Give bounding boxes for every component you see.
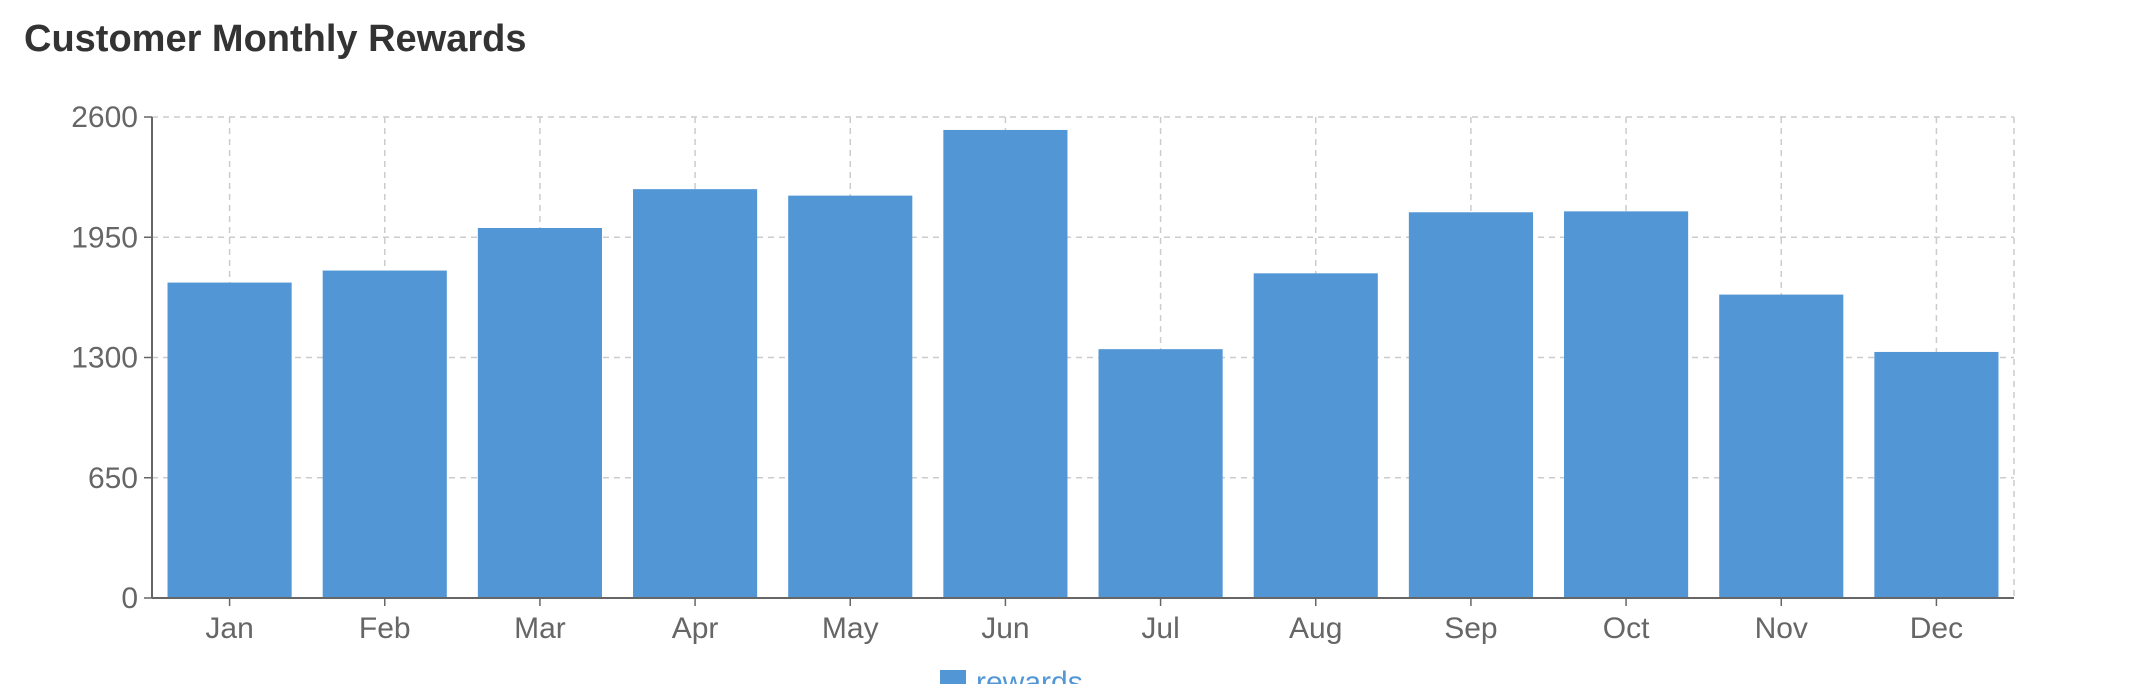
- legend-swatch-rewards[interactable]: [940, 670, 966, 684]
- bar-jul[interactable]: [1098, 349, 1223, 598]
- x-tick-label: Dec: [1910, 612, 1963, 645]
- y-tick-label: 1950: [71, 221, 138, 254]
- bar-jan[interactable]: [167, 282, 292, 598]
- bar-may[interactable]: [788, 195, 913, 598]
- chart-title: Customer Monthly Rewards: [24, 18, 527, 60]
- x-tick-label: Jan: [205, 612, 253, 645]
- x-tick-label: Feb: [359, 612, 411, 645]
- x-tick-label: Aug: [1289, 612, 1342, 645]
- y-tick-label: 650: [88, 462, 138, 495]
- x-tick-label: Sep: [1444, 612, 1497, 645]
- legend[interactable]: rewards: [940, 666, 1083, 684]
- bar-apr[interactable]: [633, 189, 758, 598]
- x-tick-label: Nov: [1755, 612, 1808, 645]
- bar-mar[interactable]: [477, 228, 602, 598]
- x-tick-label: Jun: [981, 612, 1029, 645]
- axes: 0 650 1300 1950 2600 Jan Feb Mar Apr May Jun Jul Aug…: [71, 101, 2014, 645]
- x-tick-label: Mar: [514, 612, 566, 645]
- x-tick-label: Apr: [672, 612, 719, 645]
- bar-oct[interactable]: [1564, 211, 1689, 598]
- bar-dec[interactable]: [1874, 351, 1999, 598]
- x-tick-label: May: [822, 612, 879, 645]
- x-tick-label: Oct: [1603, 612, 1650, 645]
- y-tick-label: 1300: [71, 342, 138, 375]
- y-tick-label: 2600: [71, 101, 138, 134]
- legend-label-rewards[interactable]: rewards: [976, 666, 1083, 684]
- bar-feb[interactable]: [322, 270, 447, 598]
- bar-jun[interactable]: [943, 129, 1068, 598]
- bar-aug[interactable]: [1253, 273, 1378, 598]
- x-tick-label: Jul: [1141, 612, 1179, 645]
- bar-series-rewards: [167, 129, 1999, 598]
- bar-nov[interactable]: [1719, 294, 1844, 598]
- bar-sep[interactable]: [1408, 212, 1533, 598]
- y-tick-label: 0: [121, 582, 138, 615]
